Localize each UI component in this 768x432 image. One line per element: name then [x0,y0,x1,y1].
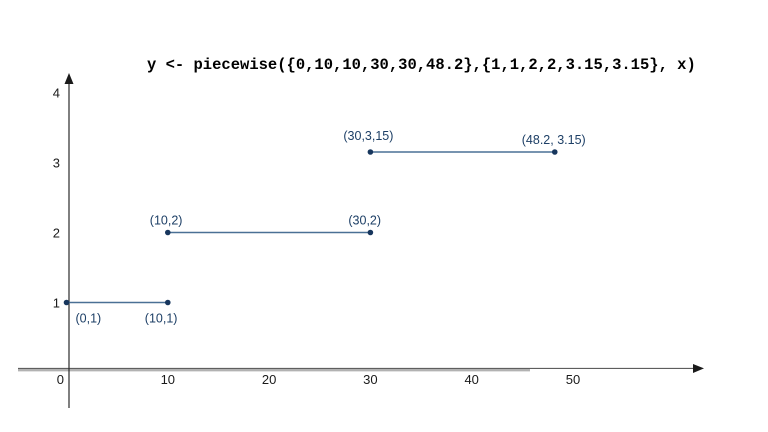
point-label: (30,2) [348,214,381,228]
origin-tick-label: 0 [57,372,64,387]
x-axis-arrowhead [693,364,704,373]
point-label: (30,3,15) [343,129,393,143]
y-axis-arrowhead [64,73,74,84]
point-label: (0,1) [76,312,102,326]
point-label: (48.2, 3.15) [522,133,586,147]
y-tick-label: 2 [53,226,60,241]
data-point [551,149,558,155]
x-tick-label: 50 [566,372,580,387]
data-point [63,299,70,306]
point-label: (10,1) [145,312,178,326]
x-tick-label: 30 [363,372,377,387]
x-tick-label: 10 [161,372,175,387]
data-point [367,229,374,236]
plot-title: y <- piecewise({0,10,10,30,30,48.2},{1,1… [147,56,696,74]
data-point [165,299,171,306]
x-tick-label: 40 [464,372,478,387]
y-tick-label: 4 [53,86,60,101]
data-point [367,149,374,155]
y-tick-label: 3 [53,156,60,171]
point-label: (10,2) [150,214,183,228]
x-tick-label: 20 [262,372,276,387]
y-tick-label: 1 [53,296,60,311]
data-point [165,229,171,236]
